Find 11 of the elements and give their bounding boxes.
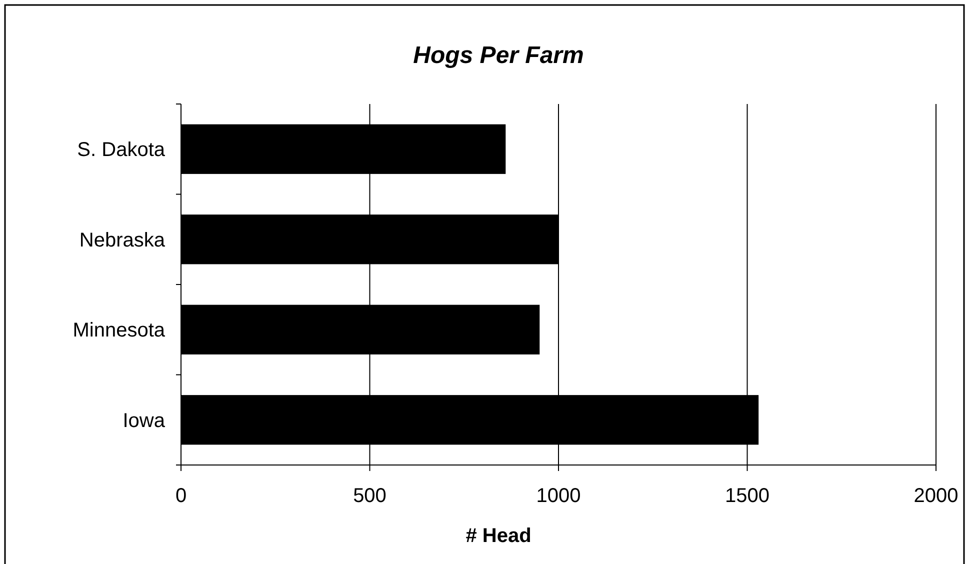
y-tick-label: Nebraska [79, 229, 166, 252]
x-axis-title: # Head [466, 525, 532, 547]
y-tick-label: S. Dakota [77, 139, 166, 162]
y-tick-label: Minnesota [72, 320, 166, 342]
x-tick-label: 1000 [536, 485, 581, 507]
chart-title: Hogs Per Farm [413, 42, 584, 69]
x-tick-label: 0 [175, 485, 187, 507]
x-tick-label: 1500 [725, 485, 770, 507]
y-tick-label: Iowa [122, 410, 166, 432]
x-tick-label: 500 [353, 485, 386, 507]
x-tick-label: 2000 [914, 485, 958, 507]
